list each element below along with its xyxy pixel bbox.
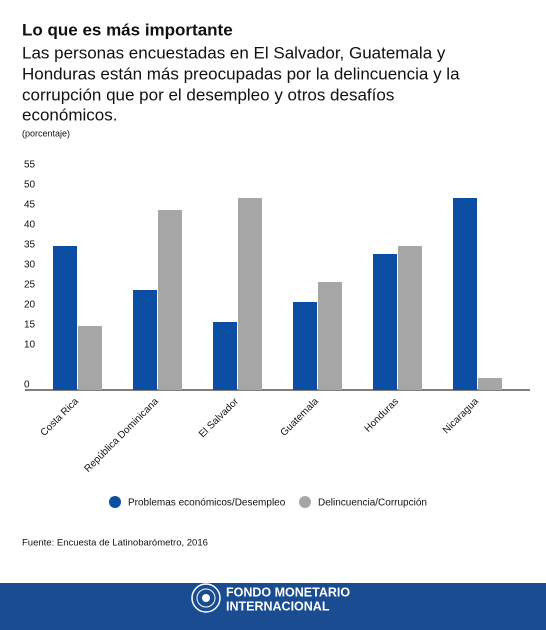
org-name: INTERNACIONAL bbox=[226, 599, 330, 613]
y-tick-label: 45 bbox=[24, 200, 36, 211]
logo bbox=[191, 583, 221, 613]
org-name: FONDO MONETARIO bbox=[226, 585, 350, 599]
bar bbox=[78, 326, 102, 390]
y-tick-label: 20 bbox=[24, 300, 36, 311]
x-tick-label: Guatemala bbox=[279, 396, 322, 439]
legend-marker bbox=[109, 496, 121, 508]
subtitle: económicos. bbox=[22, 105, 117, 124]
legend-label: Delincuencia/Corrupción bbox=[318, 498, 427, 509]
bar bbox=[373, 254, 397, 390]
footer-band bbox=[0, 583, 546, 630]
source: Fuente: Encuesta de Latinobarómetro, 201… bbox=[22, 538, 208, 549]
y-tick-label: 10 bbox=[24, 340, 36, 351]
bar bbox=[133, 290, 157, 390]
bar bbox=[158, 210, 182, 390]
bar bbox=[453, 198, 477, 390]
y-tick-label: 55 bbox=[24, 160, 36, 171]
subtitle: corrupción que por el desempleo y otros … bbox=[22, 85, 394, 104]
x-tick-label: Honduras bbox=[363, 396, 401, 434]
x-tick-label: Nicaragua bbox=[441, 396, 481, 436]
chart-title: Lo que es más importante bbox=[22, 20, 233, 39]
y-tick-label: 25 bbox=[24, 280, 36, 291]
y-axis-label: (porcentaje) bbox=[22, 128, 70, 138]
legend-marker bbox=[299, 496, 311, 508]
y-tick-label: 35 bbox=[24, 240, 36, 251]
legend-label: Problemas económicos/Desempleo bbox=[128, 498, 286, 509]
x-tick-label: Costa Rica bbox=[39, 396, 82, 439]
x-tick-label: El Salvador bbox=[197, 396, 241, 440]
bar bbox=[478, 378, 502, 390]
y-tick-label: 50 bbox=[24, 180, 36, 191]
bar bbox=[318, 282, 342, 390]
subtitle: Las personas encuestadas en El Salvador,… bbox=[22, 43, 446, 62]
y-tick-label: 0 bbox=[24, 380, 30, 391]
bar bbox=[53, 246, 77, 390]
y-tick-label: 30 bbox=[24, 260, 36, 271]
y-tick-label: 40 bbox=[24, 220, 36, 231]
subtitle: Honduras están más preocupadas por la de… bbox=[22, 64, 460, 83]
x-tick-label: República Dominicana bbox=[82, 396, 161, 475]
y-tick-label: 15 bbox=[24, 320, 36, 331]
bar bbox=[293, 302, 317, 390]
bar bbox=[398, 246, 422, 390]
bar bbox=[238, 198, 262, 390]
bar bbox=[213, 322, 237, 390]
